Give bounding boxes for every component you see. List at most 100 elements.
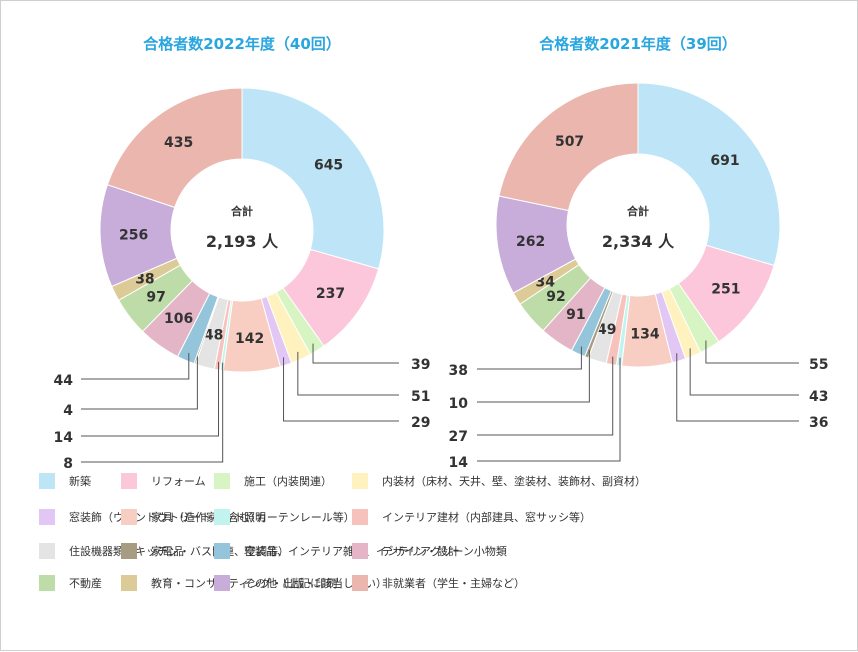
- legend-item: その他（上記に該当しない）: [214, 573, 387, 593]
- slice-value-label: 645: [314, 158, 343, 174]
- legend-swatch: [214, 575, 230, 591]
- legend-swatch: [39, 543, 55, 559]
- legend-swatch: [214, 543, 230, 559]
- legend-item: インテリア建材（内部建具、窓サッシ等）: [352, 507, 591, 527]
- callout-line: [477, 349, 590, 403]
- legend-label: 寝装品、インテリア雑貨、インテリアグリーン小物類: [244, 545, 507, 558]
- legend-label: 家電品: [151, 545, 184, 558]
- legend-label: その他（上記に該当しない）: [244, 577, 387, 590]
- legend-item: 施工（内装関連）: [214, 471, 332, 491]
- callout-value-label: 39: [411, 357, 430, 373]
- legend-swatch: [121, 473, 137, 489]
- slice-value-label: 237: [316, 286, 345, 302]
- legend-item: 家電品: [121, 541, 184, 561]
- slice-value-label: 262: [516, 234, 545, 250]
- callout-line: [81, 352, 190, 380]
- legend-item: 教育・コンサルティング・出版・印刷: [121, 573, 337, 593]
- slice-value-label: 507: [555, 134, 584, 150]
- legend-item: 家具（造作家具含む）: [121, 507, 261, 527]
- callout-line: [312, 343, 399, 364]
- legend-label: インテリア建材（内部建具、窓サッシ等）: [382, 511, 591, 524]
- legend-swatch: [121, 543, 137, 559]
- callout-value-label: 27: [449, 429, 468, 445]
- legend-item: 新築: [39, 471, 91, 491]
- callout-value-label: 36: [809, 415, 828, 431]
- callout-line: [689, 348, 799, 396]
- callout-value-label: 44: [54, 373, 74, 389]
- legend-item: リフォーム: [121, 471, 206, 491]
- legend-swatch: [39, 509, 55, 525]
- slice-value-label: 97: [146, 289, 165, 305]
- legend-label: 内装材（床材、天井、壁、塗装材、装飾材、副資材）: [382, 475, 646, 488]
- callout-line: [297, 351, 399, 396]
- callout-value-label: 14: [54, 430, 74, 446]
- legend-item: 内装材（床材、天井、壁、塗装材、装飾材、副資材）: [352, 471, 646, 491]
- callout-value-label: 8: [63, 456, 73, 472]
- legend-swatch: [121, 509, 137, 525]
- callout-value-label: 43: [809, 389, 828, 405]
- callout-line: [477, 356, 614, 436]
- callout-value-label: 10: [449, 396, 469, 412]
- slice-value-label: 435: [164, 135, 193, 151]
- callout-line: [81, 362, 224, 463]
- slice-value-label: 251: [711, 282, 740, 298]
- slice-value-label: 142: [235, 331, 264, 347]
- callout-value-label: 51: [411, 389, 430, 405]
- legend-label: デザイン・設計: [382, 545, 459, 558]
- slice-value-label: 38: [135, 272, 154, 288]
- legend-label: 新築: [69, 475, 91, 488]
- legend-item: 寝装品、インテリア雑貨、インテリアグリーン小物類: [214, 541, 507, 561]
- slice-value-label: 49: [597, 322, 616, 338]
- chart-title-2021: 合格者数2021年度（39回）: [538, 35, 737, 53]
- center-label-2021: 合計: [627, 204, 649, 218]
- chart-title-2022: 合格者数2022年度（40回）: [142, 35, 341, 53]
- slice-value-label: 106: [164, 311, 193, 327]
- callout-line: [676, 353, 799, 422]
- legend-item: 窓装飾（ウィンドウトリートメント、カーテンレール等）: [39, 507, 355, 527]
- slice-value-label: 256: [119, 228, 148, 244]
- center-total-2022: 2,193 人: [206, 232, 279, 251]
- legend-swatch: [352, 543, 368, 559]
- slice-2022-0: [241, 87, 385, 270]
- legend-swatch: [352, 575, 368, 591]
- legend-swatch: [352, 509, 368, 525]
- center-label-2022: 合計: [231, 204, 253, 218]
- legend-swatch: [39, 575, 55, 591]
- callout-value-label: 29: [411, 415, 430, 431]
- callout-line: [81, 356, 198, 410]
- legend-label: 非就業者（学生・主婦など）: [382, 577, 525, 590]
- slice-2021-15: [498, 82, 639, 212]
- legend-swatch: [214, 473, 230, 489]
- legend-item: 不動産: [39, 573, 102, 593]
- slice-2021-0: [637, 82, 781, 267]
- legend-item: デザイン・設計: [352, 541, 459, 561]
- legend-item: 照明: [214, 507, 266, 527]
- slice-value-label: 691: [710, 153, 739, 169]
- callout-value-label: 55: [809, 357, 828, 373]
- legend-label: 照明: [244, 511, 266, 524]
- legend-label: 教育・コンサルティング・出版・印刷: [151, 577, 338, 590]
- legend-swatch: [214, 509, 230, 525]
- legend-swatch: [121, 575, 137, 591]
- legend-label: 不動産: [69, 577, 102, 590]
- callout-line: [705, 340, 799, 364]
- legend-label: 家具（造作家具含む）: [151, 511, 261, 524]
- callout-line: [81, 361, 220, 437]
- callout-value-label: 14: [449, 455, 469, 471]
- slice-value-label: 92: [546, 289, 565, 305]
- callout-line: [477, 357, 621, 462]
- legend-label: 施工（内装関連）: [244, 475, 332, 488]
- callout-line: [477, 346, 582, 370]
- callout-value-label: 38: [449, 363, 468, 379]
- callout-line: [283, 357, 399, 422]
- legend-label: 窓装飾（ウィンドウトリートメント、カーテンレール等）: [69, 511, 355, 524]
- slice-value-label: 91: [566, 307, 585, 323]
- callout-value-label: 4: [63, 403, 73, 419]
- legend-swatch: [39, 473, 55, 489]
- legend-item: 非就業者（学生・主婦など）: [352, 573, 525, 593]
